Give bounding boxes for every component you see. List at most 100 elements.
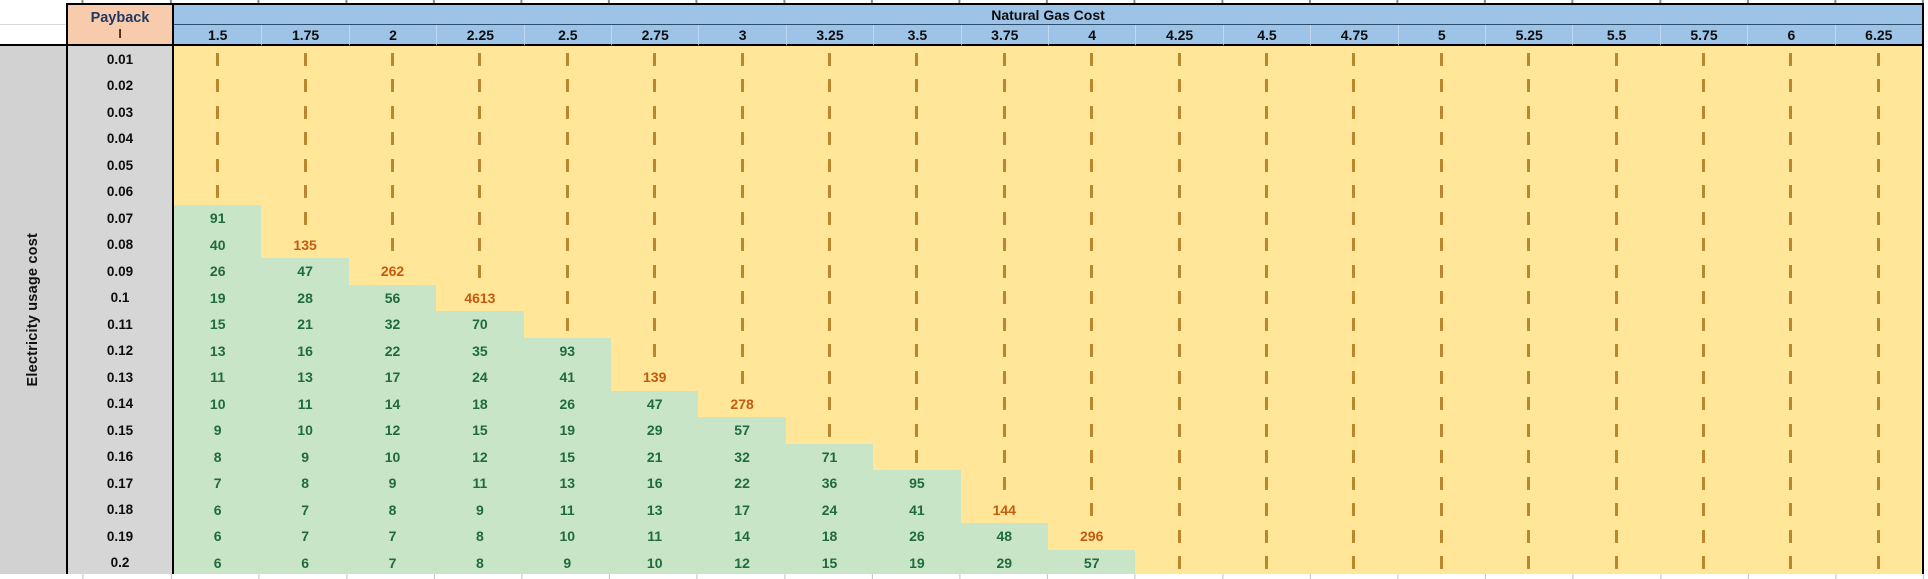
grid-cell[interactable]: [261, 46, 349, 73]
grid-cell[interactable]: [960, 337, 1048, 364]
grid-cell[interactable]: [1485, 443, 1573, 470]
column-header-cell[interactable]: 4.75: [1310, 25, 1398, 46]
grid-cell[interactable]: [1659, 523, 1748, 550]
grid-cell[interactable]: [873, 152, 961, 179]
grid-cell[interactable]: [1485, 337, 1573, 364]
row-header-cell[interactable]: 0.19: [68, 523, 174, 550]
grid-cell[interactable]: 22: [348, 337, 437, 364]
grid-cell[interactable]: [1834, 417, 1922, 444]
column-header-cell[interactable]: 3.25: [785, 25, 874, 46]
grid-cell[interactable]: [960, 364, 1048, 391]
grid-cell[interactable]: [1659, 258, 1748, 285]
grid-cell[interactable]: 14: [698, 523, 786, 550]
grid-cell[interactable]: [1222, 523, 1311, 550]
grid-cell[interactable]: [523, 284, 611, 311]
grid-cell[interactable]: [1048, 72, 1136, 99]
column-header-cell[interactable]: 6.25: [1834, 25, 1922, 46]
grid-cell[interactable]: 278: [698, 390, 786, 417]
grid-cell[interactable]: [873, 205, 961, 232]
column-header-cell[interactable]: 1.5: [174, 25, 262, 46]
grid-cell[interactable]: [174, 46, 262, 73]
grid-cell[interactable]: [1310, 152, 1398, 179]
grid-cell[interactable]: [873, 231, 961, 258]
grid-cell[interactable]: 21: [611, 443, 699, 470]
grid-cell[interactable]: [1659, 284, 1748, 311]
grid-cell[interactable]: 15: [785, 549, 874, 576]
grid-cell[interactable]: [261, 205, 349, 232]
grid-cell[interactable]: 26: [873, 523, 961, 550]
grid-cell[interactable]: [436, 152, 524, 179]
grid-cell[interactable]: [1572, 152, 1660, 179]
grid-cell[interactable]: 7: [348, 523, 437, 550]
grid-cell[interactable]: 35: [436, 337, 524, 364]
grid-cell[interactable]: 16: [261, 337, 349, 364]
grid-cell[interactable]: [1135, 231, 1223, 258]
column-header-cell[interactable]: 5.75: [1659, 25, 1748, 46]
grid-cell[interactable]: [1747, 152, 1835, 179]
grid-cell[interactable]: [1048, 125, 1136, 152]
grid-cell[interactable]: [960, 46, 1048, 73]
grid-cell[interactable]: [1310, 523, 1398, 550]
grid-cell[interactable]: [1747, 99, 1835, 126]
grid-cell[interactable]: 6: [174, 549, 262, 576]
grid-cell[interactable]: 22: [698, 470, 786, 497]
column-header-cell[interactable]: 5.25: [1485, 25, 1573, 46]
grid-cell[interactable]: [1222, 72, 1311, 99]
grid-cell[interactable]: [785, 72, 874, 99]
grid-cell[interactable]: [174, 125, 262, 152]
grid-cell[interactable]: [1048, 205, 1136, 232]
grid-cell[interactable]: [436, 46, 524, 73]
grid-cell[interactable]: 70: [436, 311, 524, 338]
grid-cell[interactable]: [785, 337, 874, 364]
grid-cell[interactable]: [1135, 337, 1223, 364]
grid-cell[interactable]: [785, 205, 874, 232]
grid-cell[interactable]: [1222, 46, 1311, 73]
grid-cell[interactable]: [1222, 205, 1311, 232]
grid-cell[interactable]: 11: [611, 523, 699, 550]
grid-cell[interactable]: [960, 258, 1048, 285]
grid-cell[interactable]: [785, 258, 874, 285]
grid-cell[interactable]: [261, 178, 349, 205]
grid-cell[interactable]: [1485, 549, 1573, 576]
grid-cell[interactable]: [1659, 152, 1748, 179]
grid-cell[interactable]: [873, 417, 961, 444]
grid-cell[interactable]: [1572, 549, 1660, 576]
grid-cell[interactable]: [436, 258, 524, 285]
grid-cell[interactable]: [1397, 364, 1485, 391]
grid-cell[interactable]: [1397, 231, 1485, 258]
grid-cell[interactable]: [1135, 99, 1223, 126]
grid-cell[interactable]: 17: [698, 496, 786, 523]
grid-cell[interactable]: [785, 390, 874, 417]
grid-cell[interactable]: [436, 125, 524, 152]
grid-cell[interactable]: [1222, 496, 1311, 523]
grid-cell[interactable]: [1135, 125, 1223, 152]
row-header-cell[interactable]: 0.04: [68, 125, 174, 152]
row-header-cell[interactable]: 0.05: [68, 152, 174, 179]
grid-cell[interactable]: [1747, 337, 1835, 364]
row-header-cell[interactable]: 0.01: [68, 46, 174, 73]
grid-cell[interactable]: [698, 99, 786, 126]
grid-cell[interactable]: [523, 72, 611, 99]
grid-cell[interactable]: [1310, 284, 1398, 311]
row-header-cell[interactable]: 0.08: [68, 231, 174, 258]
grid-cell[interactable]: [611, 337, 699, 364]
grid-cell[interactable]: [1659, 364, 1748, 391]
grid-cell[interactable]: 71: [785, 443, 874, 470]
grid-cell[interactable]: [1572, 523, 1660, 550]
grid-cell[interactable]: [523, 152, 611, 179]
row-header-cell[interactable]: 0.2: [68, 549, 174, 576]
grid-cell[interactable]: [348, 125, 437, 152]
grid-cell[interactable]: 11: [261, 390, 349, 417]
grid-cell[interactable]: [960, 311, 1048, 338]
grid-cell[interactable]: [1747, 443, 1835, 470]
grid-cell[interactable]: [1834, 284, 1922, 311]
grid-cell[interactable]: 6: [261, 549, 349, 576]
grid-cell[interactable]: [785, 99, 874, 126]
grid-cell[interactable]: [873, 72, 961, 99]
grid-cell[interactable]: [1135, 549, 1223, 576]
grid-cell[interactable]: [611, 231, 699, 258]
grid-cell[interactable]: [1659, 443, 1748, 470]
grid-cell[interactable]: 29: [960, 549, 1048, 576]
grid-cell[interactable]: [698, 72, 786, 99]
grid-cell[interactable]: 32: [348, 311, 437, 338]
